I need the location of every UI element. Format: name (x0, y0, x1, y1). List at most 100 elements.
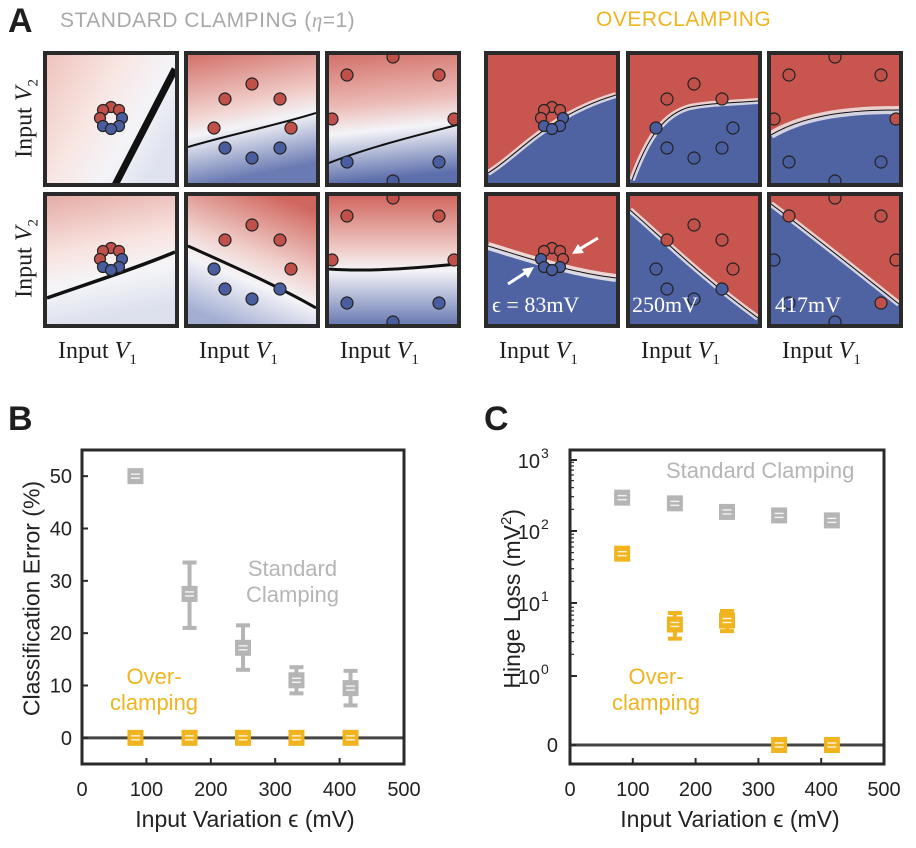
legend-overclamping-c: Over-clamping (612, 664, 700, 716)
y-tick-label: 20 (50, 623, 72, 645)
xlabel-var: V (256, 338, 271, 364)
tile-standard-r1-c2 (184, 51, 320, 187)
x-tick-label: 100 (130, 779, 163, 801)
row1-ylabel: Input V2 (12, 63, 43, 173)
marker-square (719, 612, 735, 628)
xlabel-sub: 1 (270, 352, 278, 368)
eps-label-250: 250mV (632, 292, 698, 318)
marker-square (719, 504, 735, 520)
decision-map (630, 55, 758, 183)
x-tick-label: 0 (564, 779, 575, 801)
panel-label-c: C (484, 400, 509, 439)
data-point (182, 586, 198, 602)
xlabel-sub: 1 (129, 352, 137, 368)
col-xlabel: Input V1 (58, 338, 137, 369)
legend-over-line2: clamping (110, 690, 198, 716)
y-tick-label: 10 (518, 451, 540, 473)
legend-overclamping-b: Over-clamping (110, 664, 198, 716)
eta-symbol: η (312, 8, 323, 32)
marker-square (614, 546, 630, 562)
xlabel-text: Input (58, 338, 115, 364)
ylabel-sub: 2 (25, 219, 41, 227)
decision-map (771, 55, 899, 183)
eps-label-83: ϵ = 83mV (492, 292, 579, 318)
data-point (343, 730, 359, 746)
marker-square (235, 640, 251, 656)
legend-over-line2: clamping (612, 690, 700, 716)
eps-label-417: 417mV (775, 292, 841, 318)
xlabel-sub: 1 (853, 352, 861, 368)
data-point (127, 730, 143, 746)
data-point (824, 737, 840, 753)
x-tick-label: 500 (387, 779, 420, 801)
col-xlabel: Input V1 (340, 338, 419, 369)
marker-square (667, 616, 683, 632)
y-tick-label: 50 (50, 466, 72, 488)
data-point (235, 640, 251, 656)
standard-title-prefix: STANDARD CLAMPING ( (60, 9, 312, 32)
xlabel-var: V (397, 338, 412, 364)
plot-frame (82, 450, 404, 764)
standard-clamping-title: STANDARD CLAMPING (η=1) (60, 8, 355, 33)
panel-label-b: B (8, 400, 33, 439)
marker-square (343, 680, 359, 696)
marker-square (771, 507, 787, 523)
marker-square (667, 495, 683, 511)
tile-over-r1-c3 (767, 51, 903, 187)
xlabel-text: Input (199, 338, 256, 364)
marker-square (288, 730, 304, 746)
marker-square (182, 586, 198, 602)
ylabel-text: Input (12, 241, 38, 298)
marker-square (824, 512, 840, 528)
ylabel-var: V (12, 86, 38, 101)
marker-square (771, 737, 787, 753)
panel-label-a: A (8, 2, 33, 41)
x-tick-label: 500 (867, 779, 900, 801)
marker-square (127, 468, 143, 484)
decision-map (188, 196, 316, 324)
chart-c: 0 100 200 300 400 5000100101102103 (460, 440, 916, 848)
ylabel-var: V (12, 226, 38, 241)
decision-map (47, 55, 175, 183)
col-xlabel: Input V1 (641, 338, 720, 369)
marker-square (235, 730, 251, 746)
y-tick-label: 40 (50, 519, 72, 541)
data-point (288, 730, 304, 746)
chart-c-ylabel: Hinge Loss (mV2) (498, 499, 526, 699)
chart-b: 0 100 200 300 400 500 0 10 20 30 40 50 (0, 440, 450, 848)
y-tick-exponent: 0 (541, 661, 549, 677)
legend-over-line1: Over- (110, 664, 198, 690)
legend-standard-clamping: Standard Clamping (246, 556, 339, 608)
x-tick-label: 0 (76, 779, 87, 801)
marker-square (182, 730, 198, 746)
xlabel-var: V (115, 338, 130, 364)
data-point (288, 672, 304, 688)
figure-root: { "panel_a": { "label": "A", "left_title… (0, 0, 916, 848)
data-point (127, 468, 143, 484)
data-point (343, 680, 359, 696)
overclamping-title: OVERCLAMPING (596, 8, 771, 32)
data-point (667, 616, 683, 632)
xlabel-var: V (698, 338, 713, 364)
xlabel-sub: 1 (570, 352, 578, 368)
tile-standard-r2-c2 (184, 192, 320, 328)
chart-b-xlabel: Input Variation ϵ (mV) (100, 806, 390, 833)
decision-map (329, 55, 457, 183)
y-tick-label: 0 (61, 728, 72, 750)
marker-square (343, 730, 359, 746)
col-xlabel: Input V1 (782, 338, 861, 369)
legend-standard-line2: Clamping (246, 582, 339, 608)
data-point (719, 612, 735, 628)
tile-standard-r2-c1 (43, 192, 179, 328)
tile-over-r1-c2 (626, 51, 762, 187)
decision-map (488, 55, 616, 183)
decision-map (188, 55, 316, 183)
data-point (824, 512, 840, 528)
tile-over-r1-c1 (484, 51, 620, 187)
data-point (235, 730, 251, 746)
x-tick-label: 200 (194, 779, 227, 801)
chart-b-ylabel: Classification Error (%) (19, 479, 46, 719)
y-tick-exponent: 1 (541, 588, 549, 604)
col-xlabel: Input V1 (499, 338, 578, 369)
marker-square (127, 730, 143, 746)
